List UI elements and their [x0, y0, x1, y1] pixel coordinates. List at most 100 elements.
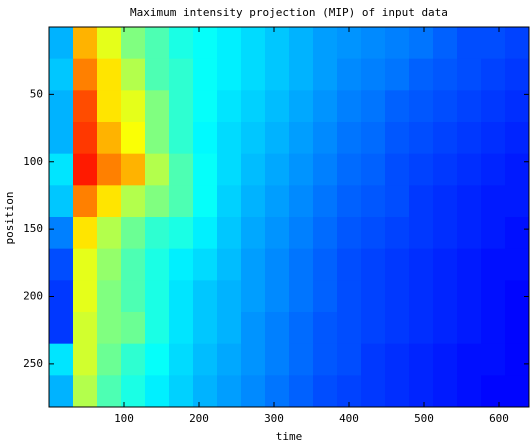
heatmap-cell — [385, 58, 410, 91]
heatmap-cell — [265, 343, 290, 376]
heatmap-cell — [505, 217, 530, 250]
heatmap-cell — [409, 27, 434, 60]
heatmap-cell — [193, 248, 218, 281]
heatmap-cell — [73, 343, 98, 376]
heatmap-cell — [289, 27, 314, 60]
heatmap-cell — [73, 248, 98, 281]
heatmap-cell — [457, 217, 482, 250]
heatmap-cell — [145, 280, 170, 313]
heatmap-cell — [193, 185, 218, 218]
heatmap-cell — [169, 27, 194, 60]
heatmap-cell — [313, 217, 338, 250]
heatmap-cell — [265, 27, 290, 60]
heatmap-cell — [289, 343, 314, 376]
heatmap-cell — [49, 312, 74, 345]
heatmap-cell — [193, 27, 218, 60]
heatmap-cell — [385, 217, 410, 250]
heatmap-cell — [457, 27, 482, 60]
heatmap-cell — [409, 312, 434, 345]
heatmap-cell — [505, 343, 530, 376]
heatmap-cell — [97, 27, 122, 60]
heatmap-cell — [313, 375, 338, 408]
heatmap-cell — [337, 90, 362, 123]
heatmap-cell — [289, 153, 314, 186]
heatmap-cell — [217, 122, 242, 155]
x-tick-label: 400 — [339, 412, 359, 425]
heatmap-cell — [241, 343, 266, 376]
heatmap-cell — [433, 280, 458, 313]
heatmap-cell — [385, 375, 410, 408]
heatmap-cell — [385, 280, 410, 313]
heatmap-cell — [217, 217, 242, 250]
heatmap-cell — [193, 90, 218, 123]
heatmap-cell — [409, 375, 434, 408]
heatmap-cell — [97, 90, 122, 123]
x-tick-label: 500 — [414, 412, 434, 425]
x-tick-label: 300 — [264, 412, 284, 425]
heatmap-cell — [409, 185, 434, 218]
heatmap-cell — [121, 185, 146, 218]
heatmap-cell — [433, 217, 458, 250]
heatmap-cell — [337, 248, 362, 281]
heatmap-cell — [457, 90, 482, 123]
heatmap-cell — [505, 90, 530, 123]
heatmap-cell — [217, 280, 242, 313]
heatmap-cell — [217, 312, 242, 345]
heatmap-cell — [49, 27, 74, 60]
heatmap-cell — [241, 217, 266, 250]
heatmap-cell — [241, 153, 266, 186]
heatmap-cell — [217, 27, 242, 60]
heatmap-cell — [361, 312, 386, 345]
heatmap-cell — [73, 312, 98, 345]
heatmap-cell — [385, 343, 410, 376]
heatmap-cell — [217, 153, 242, 186]
y-axis-label: position — [3, 192, 16, 245]
y-tick-label: 150 — [23, 222, 43, 235]
heatmap-cell — [385, 185, 410, 218]
heatmap-cell — [457, 58, 482, 91]
heatmap-cell — [145, 375, 170, 408]
heatmap-cell — [217, 343, 242, 376]
heatmap-cell — [337, 312, 362, 345]
heatmap-cell — [481, 248, 506, 281]
heatmap-cell — [289, 248, 314, 281]
y-tick-label: 250 — [23, 357, 43, 370]
heatmap-cell — [505, 312, 530, 345]
heatmap-cell — [289, 312, 314, 345]
heatmap-cell — [433, 122, 458, 155]
heatmap-cell — [481, 153, 506, 186]
heatmap-cell — [193, 312, 218, 345]
heatmap-cell — [433, 248, 458, 281]
heatmap-cell — [385, 27, 410, 60]
heatmap-cell — [313, 122, 338, 155]
heatmap-cell — [121, 375, 146, 408]
heatmap-cell — [193, 122, 218, 155]
chart-title: Maximum intensity projection (MIP) of in… — [130, 6, 448, 19]
heatmap-cell — [193, 280, 218, 313]
heatmap-cell — [145, 58, 170, 91]
heatmap-cell — [145, 185, 170, 218]
heatmap-cell — [409, 248, 434, 281]
plot-frame — [48, 26, 530, 408]
heatmap-cell — [217, 185, 242, 218]
heatmap-cell — [265, 217, 290, 250]
heatmap-cell — [265, 280, 290, 313]
heatmap-cell — [121, 90, 146, 123]
x-tick-label: 600 — [489, 412, 509, 425]
heatmap-cell — [457, 312, 482, 345]
heatmap-cell — [169, 375, 194, 408]
heatmap-cell — [385, 90, 410, 123]
heatmap-cell — [241, 280, 266, 313]
heatmap-cell — [481, 343, 506, 376]
heatmap-cell — [361, 375, 386, 408]
heatmap-cell — [313, 185, 338, 218]
heatmap-cell — [241, 185, 266, 218]
heatmap-cell — [73, 27, 98, 60]
heatmap-cell — [313, 280, 338, 313]
heatmap-cell — [193, 343, 218, 376]
heatmap-cell — [337, 122, 362, 155]
heatmap-cell — [145, 248, 170, 281]
heatmap-cell — [409, 122, 434, 155]
heatmap-cell — [505, 122, 530, 155]
